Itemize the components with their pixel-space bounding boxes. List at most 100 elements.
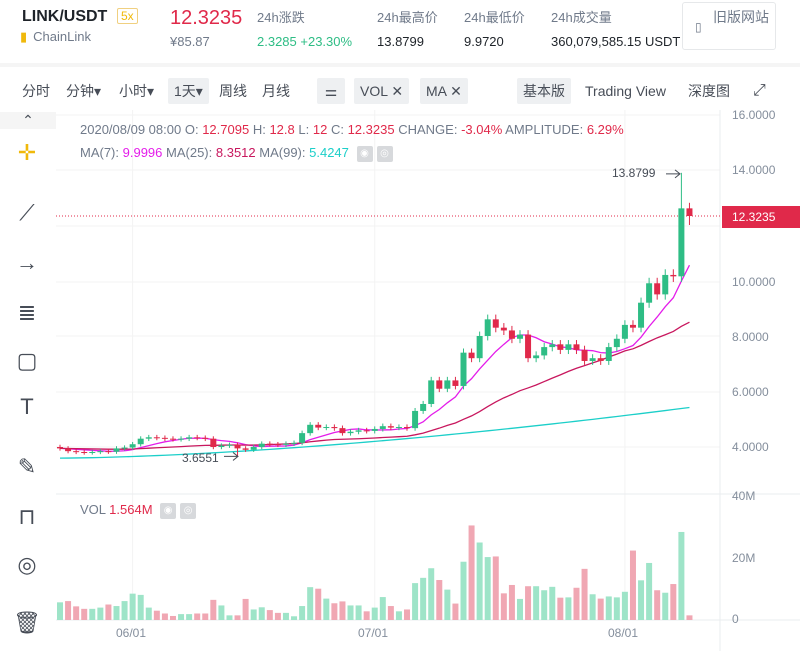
ma25-label: MA(25): — [166, 145, 213, 160]
fullscreen-icon[interactable]: ⤢ — [753, 82, 766, 99]
info-l: 12 — [312, 122, 328, 137]
volume-bar — [145, 607, 152, 620]
volume-bar — [670, 584, 677, 620]
indicator-vol[interactable]: VOL ✕ — [354, 78, 410, 104]
vol-tick: 0 — [732, 612, 739, 626]
candle-body — [371, 428, 378, 431]
info-change: -3.04% — [461, 122, 503, 137]
stat-low: 9.9720 — [464, 34, 504, 49]
trash-icon[interactable]: 🗑 — [13, 610, 41, 635]
volume-bar — [153, 610, 160, 620]
candle-body — [339, 428, 346, 434]
stat-label-volume: 24h成交量 — [551, 10, 612, 25]
candle-body — [258, 443, 265, 447]
collapse-up-icon[interactable]: ⌃ — [0, 112, 56, 129]
rectangle-icon[interactable]: ▢ — [16, 348, 38, 373]
interval-1d[interactable]: 1天▾ — [168, 78, 209, 104]
arrow-icon[interactable]: → — [16, 250, 38, 275]
candle-body — [323, 427, 330, 429]
candle-body — [331, 427, 338, 429]
volume-bar — [533, 586, 540, 620]
interval-hour[interactable]: 小时▾ — [119, 83, 155, 99]
vol-value: 1.564M — [109, 502, 153, 517]
candle-body — [315, 424, 322, 428]
pencil-icon[interactable]: ✎ — [17, 454, 37, 479]
candle-body — [97, 451, 104, 453]
candle-body — [307, 424, 314, 434]
interval-week[interactable]: 周线 — [219, 83, 247, 99]
volume-bar — [226, 615, 233, 620]
volume-bar — [282, 612, 289, 620]
candle-body — [266, 443, 273, 445]
volume-bar — [654, 590, 661, 620]
candle-body — [557, 344, 564, 350]
fib-lines-icon[interactable]: ≣ — [17, 300, 37, 325]
vol-tick: 40M — [732, 489, 756, 503]
candle-body — [153, 437, 160, 439]
interval-month[interactable]: 月线 — [262, 83, 290, 99]
volume-bar — [686, 615, 693, 620]
candle-body — [145, 437, 152, 439]
volume-bar — [291, 616, 298, 620]
ma-info: MA(7): 9.9996 MA(25): 8.3512 MA(99): 5.4… — [80, 145, 393, 162]
volume-bar — [484, 557, 491, 620]
candle-body — [121, 447, 128, 449]
x-tick: 08/01 — [608, 626, 639, 640]
crosshair-icon[interactable]: ✛ — [17, 140, 37, 165]
view-basic[interactable]: 基本版 — [517, 78, 571, 104]
view-tradingview[interactable]: Trading View — [585, 83, 666, 99]
y-tick: 4.0000 — [732, 440, 769, 454]
stat-change: 2.3285 +23.30% — [257, 34, 353, 49]
volume-bar — [412, 583, 419, 620]
settings-icon[interactable]: ◎ — [180, 502, 197, 519]
candle-body — [662, 274, 669, 295]
volume-bar — [549, 586, 556, 620]
indicator-ma[interactable]: MA ✕ — [420, 78, 468, 104]
candle-body — [250, 447, 257, 450]
volume-bar — [662, 592, 669, 620]
volume-bar — [638, 580, 645, 620]
vol-tick: 20M — [732, 551, 756, 565]
candle-body — [428, 380, 435, 404]
volume-bar — [508, 584, 515, 620]
volume-bar — [299, 606, 306, 620]
candle-body — [81, 451, 88, 453]
view-depth[interactable]: 深度图 — [688, 83, 730, 99]
volume-bar — [121, 601, 128, 620]
y-tick: 16.0000 — [732, 108, 776, 122]
volume-bar — [597, 598, 604, 620]
volume-bar — [452, 603, 459, 620]
candle-body — [613, 338, 620, 348]
x-tick: 06/01 — [116, 626, 147, 640]
y-tick: 10.0000 — [732, 275, 776, 289]
eye-icon[interactable]: ◎ — [17, 552, 37, 577]
ma99-label: MA(99): — [259, 145, 306, 160]
interval-fenshi[interactable]: 分时 — [22, 83, 50, 99]
volume-bar — [242, 598, 249, 620]
volume-bar — [363, 611, 370, 620]
max-label: 13.8799 — [612, 166, 656, 180]
symbol[interactable]: LINK/USDT — [22, 8, 108, 25]
candle-body — [363, 430, 370, 432]
settings-icon[interactable]: ◎ — [376, 145, 393, 162]
text-icon[interactable]: T — [20, 394, 34, 419]
info-date: 2020/08/09 08:00 — [80, 122, 182, 137]
volume-bar — [266, 610, 273, 620]
candle-body — [589, 358, 596, 361]
old-site-button[interactable]: ▯ 旧版网站 — [682, 2, 776, 50]
trendline-icon[interactable]: ⟋ — [19, 200, 35, 225]
stat-label-low: 24h最低价 — [464, 10, 525, 25]
volume-bar — [581, 568, 588, 620]
unlock-icon[interactable]: ⊓ — [18, 504, 36, 529]
volume-bar — [65, 601, 72, 620]
settings-sliders-icon[interactable]: ⚌ — [317, 78, 345, 104]
interval-minute[interactable]: 分钟▾ — [66, 83, 102, 99]
visibility-icon[interactable]: ◉ — [356, 145, 373, 162]
chart[interactable] — [0, 110, 800, 651]
visibility-icon[interactable]: ◉ — [160, 502, 177, 519]
candle-body — [242, 448, 249, 450]
volume-bar — [387, 606, 394, 620]
candle-body — [525, 334, 532, 359]
info-l-label: L: — [298, 122, 310, 137]
min-arrow-icon — [224, 452, 239, 461]
